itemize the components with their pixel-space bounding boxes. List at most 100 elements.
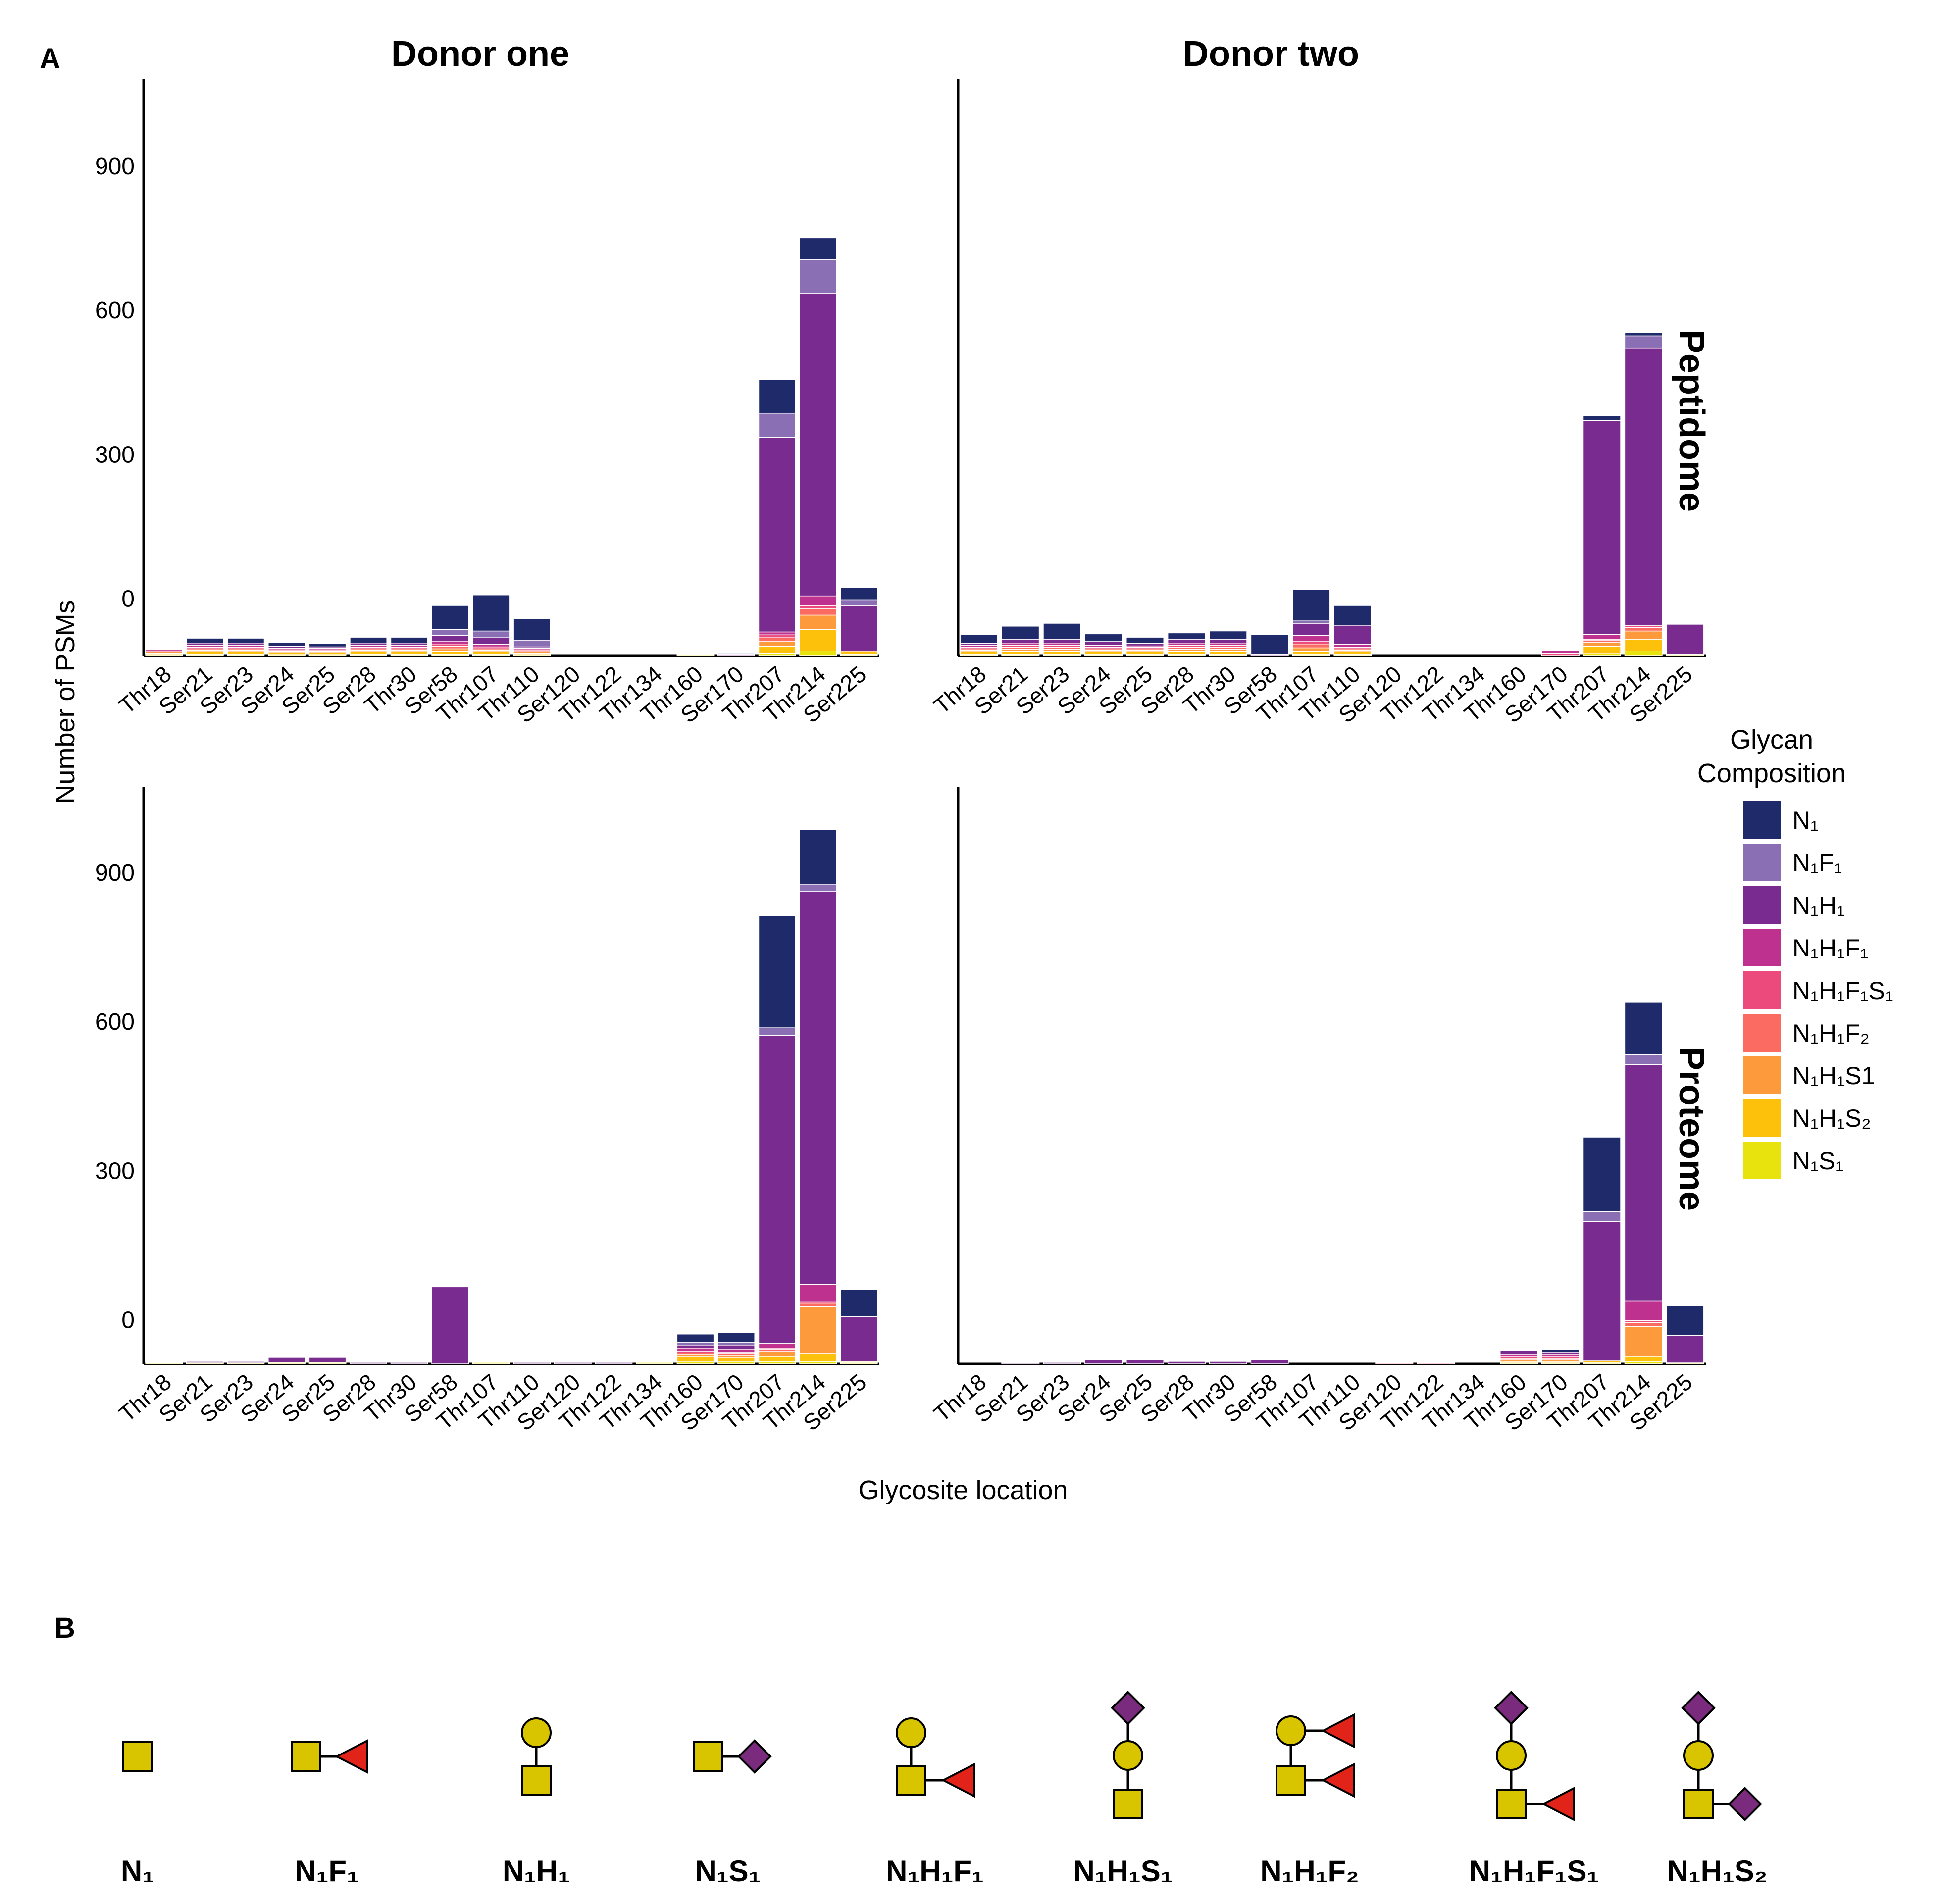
- bar-segment: [1209, 1361, 1247, 1364]
- bar-segment: [1583, 1137, 1621, 1212]
- bar-segment: [717, 1349, 755, 1353]
- bar-segment: [472, 1362, 510, 1364]
- bar-segment: [840, 605, 878, 652]
- bar-segment: [1209, 651, 1247, 655]
- bar-segment: [758, 1361, 796, 1364]
- bar-segment: [676, 654, 715, 656]
- bar-segment: [799, 829, 837, 885]
- y-tick-label: 300: [95, 442, 135, 468]
- bar-segment: [1583, 415, 1621, 421]
- bar-segment: [145, 649, 183, 652]
- glcnac-square: [1683, 1789, 1714, 1819]
- chart-panel-2: Thr18Ser21Ser23Ser24Ser25Ser28Thr30Ser58…: [929, 79, 1706, 728]
- bar-segment: [799, 1361, 837, 1364]
- bar-segment: [799, 259, 837, 294]
- bar-segment: [1541, 1352, 1580, 1355]
- glycan-label: N₁H₁S₁: [1073, 1854, 1173, 1888]
- bar-segment: [431, 641, 469, 645]
- legend-label: N₁F₁: [1792, 849, 1842, 877]
- bar-segment: [758, 1343, 796, 1349]
- bar-segment: [799, 595, 837, 606]
- bar-segment: [717, 1345, 755, 1350]
- bar-segment: [1043, 651, 1081, 655]
- legend-swatch: [1743, 1099, 1781, 1137]
- bar-segment: [1292, 635, 1330, 642]
- bar-segment: [758, 1351, 796, 1357]
- glcnac-square: [896, 1765, 926, 1796]
- bar-segment: [1001, 1362, 1040, 1364]
- bar-segment: [554, 1362, 592, 1364]
- legend-label: N₁H₁F₁S₁: [1792, 977, 1893, 1004]
- chart-panels: 0 300 600 900 Thr18Ser21Ser23Ser24Ser25Ser28…: [95, 79, 1706, 1436]
- bar-segment: [840, 587, 878, 601]
- bar-segment: [1583, 634, 1621, 640]
- bar-segment: [717, 1332, 755, 1343]
- bar-segment: [799, 608, 837, 616]
- legend-swatch: [1743, 886, 1781, 924]
- bar-segment: [431, 1286, 469, 1364]
- bar-segment: [1624, 1326, 1663, 1357]
- bar-segment: [840, 599, 878, 606]
- legend-swatch: [1743, 1142, 1781, 1179]
- bar-segment: [799, 237, 837, 260]
- bar-segment: [758, 631, 796, 636]
- bar-segment: [268, 642, 306, 647]
- donor-two-title: Donor two: [1183, 34, 1359, 74]
- x-axis-label: Glycosite location: [858, 1475, 1068, 1505]
- legend-title-line1: Glycan: [1730, 725, 1813, 754]
- bar-segment: [758, 915, 796, 1028]
- galactose-circle: [1113, 1740, 1143, 1771]
- bar-segment: [390, 1362, 428, 1364]
- bar-segment: [1333, 625, 1372, 645]
- bar-segment: [1624, 1356, 1663, 1362]
- legend-swatch: [1743, 929, 1781, 966]
- legend-label: N₁H₁S1: [1792, 1062, 1875, 1090]
- bar-segment: [676, 1345, 715, 1349]
- bar-segment: [1624, 1361, 1663, 1364]
- bar-segment: [1417, 1362, 1455, 1364]
- fucose-triangle: [1321, 1762, 1355, 1798]
- bar-segment: [472, 637, 510, 645]
- bar-segment: [1624, 332, 1663, 337]
- legend-label: N₁H₁: [1792, 892, 1845, 919]
- bar-segment: [758, 641, 796, 647]
- bar-segment: [513, 1362, 551, 1364]
- glycan-label: N₁F₁: [295, 1854, 359, 1888]
- bar-segment: [431, 635, 469, 642]
- legend-swatch: [1743, 971, 1781, 1009]
- bar-segment: [1001, 626, 1040, 640]
- glcnac-square: [1496, 1789, 1527, 1819]
- bar-segment: [431, 605, 469, 630]
- y-tick-label: 900: [95, 153, 135, 180]
- legend-swatch: [1743, 1056, 1781, 1094]
- bar-segment: [1666, 1305, 1704, 1336]
- bar-segment: [1375, 1362, 1414, 1364]
- sialic-acid-diamond: [1111, 1691, 1145, 1725]
- sialic-acid-diamond: [1728, 1787, 1762, 1821]
- y-tick-label: 300: [95, 1158, 135, 1184]
- bar-segment: [1250, 1359, 1289, 1364]
- y-axis-label: Number of PSMs: [51, 600, 80, 803]
- bar-segment: [1624, 1002, 1663, 1055]
- glcnac-square: [693, 1741, 723, 1772]
- bar-segment: [1292, 643, 1330, 649]
- bar-segment: [1292, 647, 1330, 652]
- glycan-label: N₁H₁F₁: [886, 1854, 984, 1888]
- bar-segment: [799, 1306, 837, 1354]
- glycan-label: N₁S₁: [695, 1854, 761, 1888]
- glycan-label: N₁H₁S₂: [1667, 1854, 1768, 1888]
- panel-a-label: A: [40, 43, 60, 75]
- bar-segment: [676, 1348, 715, 1352]
- bar-segment: [799, 614, 837, 630]
- legend-title-line2: Composition: [1697, 758, 1846, 788]
- fucose-triangle: [334, 1739, 368, 1774]
- bar-segment: [1583, 1221, 1621, 1361]
- bar-segment: [1333, 644, 1372, 648]
- bar-segment: [1250, 634, 1289, 655]
- bar-segment: [1167, 639, 1206, 644]
- bar-segment: [1541, 1349, 1580, 1353]
- bar-segment: [676, 1354, 715, 1357]
- bar-segment: [1666, 1335, 1704, 1363]
- bar-segment: [676, 1333, 715, 1343]
- glcnac-square: [122, 1741, 153, 1772]
